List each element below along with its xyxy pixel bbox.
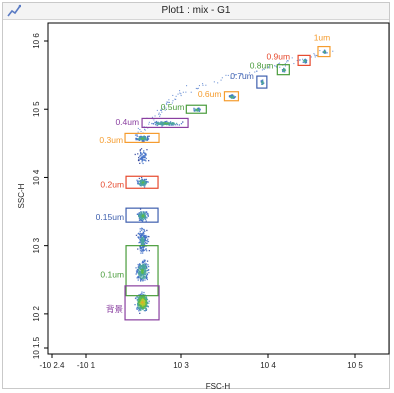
- y-tick-label: 10 4: [32, 169, 41, 185]
- gate-box[interactable]: [141, 117, 189, 129]
- gate-label: 0.5um: [161, 102, 185, 112]
- y-tick-label: 10 2: [32, 306, 41, 322]
- x-tick-label: 10 5: [347, 361, 363, 370]
- x-tick-label: -10 1: [77, 361, 96, 370]
- gate-box[interactable]: [125, 245, 159, 297]
- x-tick-label: -10 2.4: [40, 361, 65, 370]
- gate-box[interactable]: [276, 64, 290, 76]
- gate-label: 0.9um: [266, 51, 290, 61]
- y-tick-label: 10 6: [32, 33, 41, 49]
- y-tick-label: 10 3: [32, 237, 41, 253]
- plot-area: [47, 22, 390, 355]
- gate-box[interactable]: [125, 207, 159, 223]
- gate-label: 0.8um: [250, 61, 274, 71]
- gate-label: 背景: [106, 304, 123, 314]
- y-tick-label: 10 5: [32, 101, 41, 117]
- gate-box[interactable]: [124, 132, 160, 143]
- gate-label: 0.4um: [115, 117, 139, 127]
- gate-box[interactable]: [256, 75, 268, 89]
- gate-label: 0.7um: [230, 71, 254, 81]
- gate-box[interactable]: [317, 45, 331, 58]
- plot-title: Plot1 : mix - G1: [161, 5, 231, 16]
- gate-label: 0.2um: [100, 179, 124, 189]
- plot-icon[interactable]: [7, 4, 22, 22]
- x-tick-label: 10 3: [173, 361, 189, 370]
- gate-box[interactable]: [223, 91, 240, 102]
- y-tick-label: 10 1.5: [32, 336, 41, 359]
- gate-label: 0.6um: [198, 89, 222, 99]
- gate-box[interactable]: [124, 285, 160, 321]
- x-tick-label: 10 4: [260, 361, 276, 370]
- event-density-layer: [134, 49, 334, 314]
- gate-box[interactable]: [297, 54, 311, 66]
- y-axis-label: SSC-H: [17, 183, 26, 208]
- gate-label: 0.1um: [100, 270, 124, 280]
- gate-label: 0.15um: [96, 212, 124, 222]
- gate-label: 0.3um: [99, 135, 123, 145]
- gate-box[interactable]: [185, 104, 207, 114]
- gate-label: 1um: [314, 33, 331, 43]
- gate-box[interactable]: [125, 175, 159, 189]
- x-axis-label: FSC-H: [206, 382, 231, 391]
- title-bar: Plot1 : mix - G1: [3, 3, 389, 20]
